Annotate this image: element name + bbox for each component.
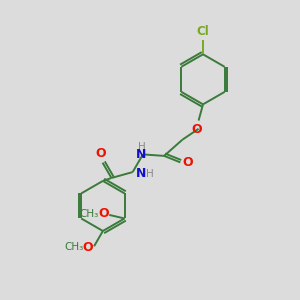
- Text: Cl: Cl: [196, 25, 209, 38]
- Text: H: H: [146, 169, 154, 178]
- Text: O: O: [83, 241, 94, 254]
- Text: N: N: [136, 148, 147, 161]
- Text: CH₃: CH₃: [64, 242, 84, 253]
- Text: O: O: [95, 147, 106, 160]
- Text: H: H: [138, 142, 145, 152]
- Text: CH₃: CH₃: [80, 209, 99, 219]
- Text: O: O: [183, 157, 193, 169]
- Text: O: O: [192, 124, 203, 136]
- Text: O: O: [98, 207, 109, 220]
- Text: N: N: [136, 167, 146, 180]
